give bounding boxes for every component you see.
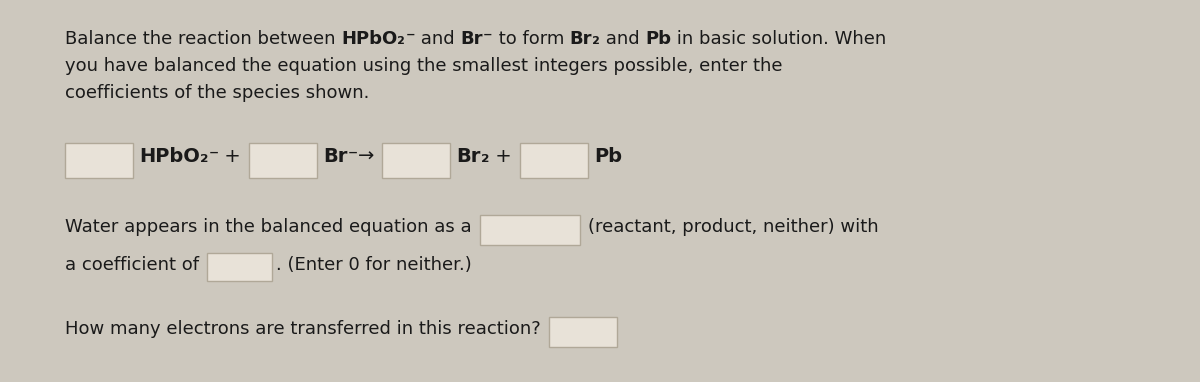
Bar: [480, 215, 580, 245]
Bar: [65, 143, 133, 178]
Text: Br: Br: [456, 147, 480, 166]
Text: →: →: [358, 147, 374, 166]
Text: Br: Br: [323, 147, 348, 166]
Text: +: +: [490, 147, 511, 166]
Text: to form: to form: [492, 30, 570, 48]
Text: in basic solution. When: in basic solution. When: [671, 30, 887, 48]
Text: coefficients of the species shown.: coefficients of the species shown.: [65, 84, 370, 102]
Text: How many electrons are transferred in this reaction?: How many electrons are transferred in th…: [65, 320, 541, 338]
Text: a coefficient of: a coefficient of: [65, 256, 199, 274]
Text: Br: Br: [570, 30, 592, 48]
Text: HPbO: HPbO: [139, 147, 200, 166]
Text: ⁻: ⁻: [348, 147, 358, 166]
Bar: [548, 317, 617, 347]
Text: ₂: ₂: [397, 30, 406, 48]
Text: Balance the reaction between: Balance the reaction between: [65, 30, 341, 48]
Text: ⁻: ⁻: [209, 147, 218, 166]
Text: . (Enter 0 for neither.): . (Enter 0 for neither.): [276, 256, 472, 274]
Text: Pb: Pb: [646, 30, 671, 48]
Bar: [250, 143, 317, 178]
Text: Water appears in the balanced equation as a: Water appears in the balanced equation a…: [65, 218, 472, 236]
Text: HPbO: HPbO: [341, 30, 397, 48]
Text: ⁻: ⁻: [482, 30, 492, 48]
Text: ₂: ₂: [480, 147, 490, 166]
Bar: [208, 253, 272, 281]
Text: Pb: Pb: [594, 147, 622, 166]
Text: you have balanced the equation using the smallest integers possible, enter the: you have balanced the equation using the…: [65, 57, 782, 75]
Text: and: and: [415, 30, 461, 48]
Text: +: +: [218, 147, 241, 166]
Bar: [382, 143, 450, 178]
Text: and: and: [600, 30, 646, 48]
Text: (reactant, product, neither) with: (reactant, product, neither) with: [588, 218, 878, 236]
Text: Br: Br: [461, 30, 482, 48]
Text: ⁻: ⁻: [406, 30, 415, 48]
Bar: [520, 143, 588, 178]
Text: ₂: ₂: [200, 147, 209, 166]
Text: ₂: ₂: [592, 30, 600, 48]
